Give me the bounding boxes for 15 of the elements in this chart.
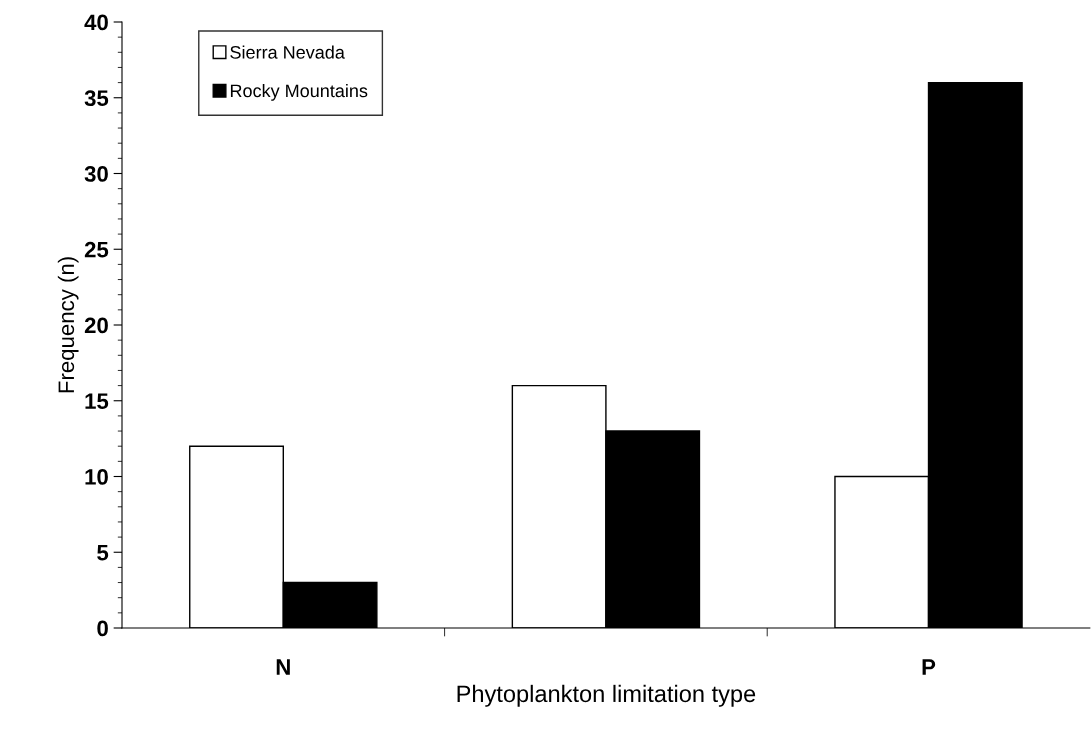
x-tick-label: P	[922, 659, 936, 675]
y-axis-title: Frequency (n)	[57, 257, 79, 393]
y-tick-label: 20	[84, 317, 108, 334]
legend-label: Rocky Mountains	[230, 83, 368, 101]
y-tick-label: 25	[84, 241, 109, 258]
y-tick-label: 30	[84, 166, 108, 182]
y-tick-label: 35	[84, 90, 109, 107]
y-tick-label: 5	[97, 545, 109, 561]
y-tick-label: 15	[85, 393, 109, 410]
y-tick-label: 0	[97, 620, 108, 637]
y-tick-label: 40	[84, 14, 108, 31]
x-axis-title: Phytoplankton limitation type	[457, 684, 756, 707]
y-tick-label: 10	[85, 469, 108, 485]
legend-label: Sierra Nevada	[230, 45, 345, 59]
x-tick-label: N	[276, 659, 290, 675]
